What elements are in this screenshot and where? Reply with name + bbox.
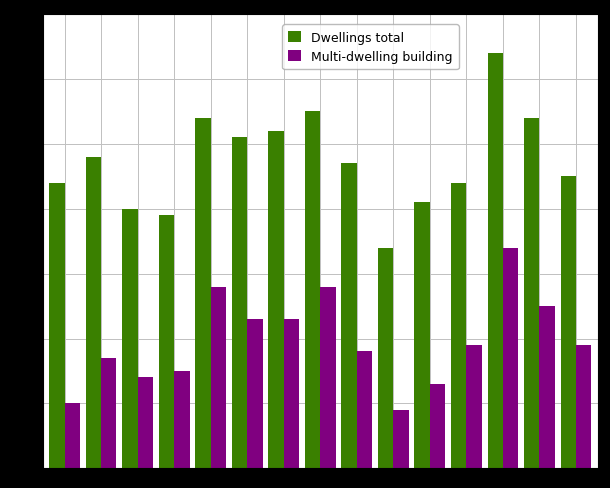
Bar: [247, 319, 262, 468]
Bar: [503, 248, 518, 468]
Bar: [232, 138, 247, 468]
Bar: [378, 248, 393, 468]
Bar: [268, 131, 284, 468]
Bar: [393, 410, 409, 468]
Bar: [123, 209, 138, 468]
Bar: [357, 352, 372, 468]
Bar: [305, 112, 320, 468]
Bar: [101, 358, 117, 468]
Bar: [49, 183, 65, 468]
Bar: [195, 119, 210, 468]
Bar: [342, 164, 357, 468]
Bar: [159, 216, 174, 468]
Bar: [138, 378, 153, 468]
Legend: Dwellings total, Multi-dwelling building: Dwellings total, Multi-dwelling building: [282, 25, 459, 70]
Bar: [487, 54, 503, 468]
Bar: [430, 384, 445, 468]
Bar: [65, 404, 80, 468]
Bar: [576, 346, 591, 468]
Bar: [320, 287, 336, 468]
Bar: [86, 157, 101, 468]
Bar: [284, 319, 299, 468]
Bar: [210, 287, 226, 468]
Bar: [174, 371, 190, 468]
Bar: [524, 119, 539, 468]
Bar: [414, 203, 430, 468]
Bar: [561, 177, 576, 468]
Bar: [451, 183, 466, 468]
Bar: [466, 346, 482, 468]
Bar: [539, 306, 554, 468]
